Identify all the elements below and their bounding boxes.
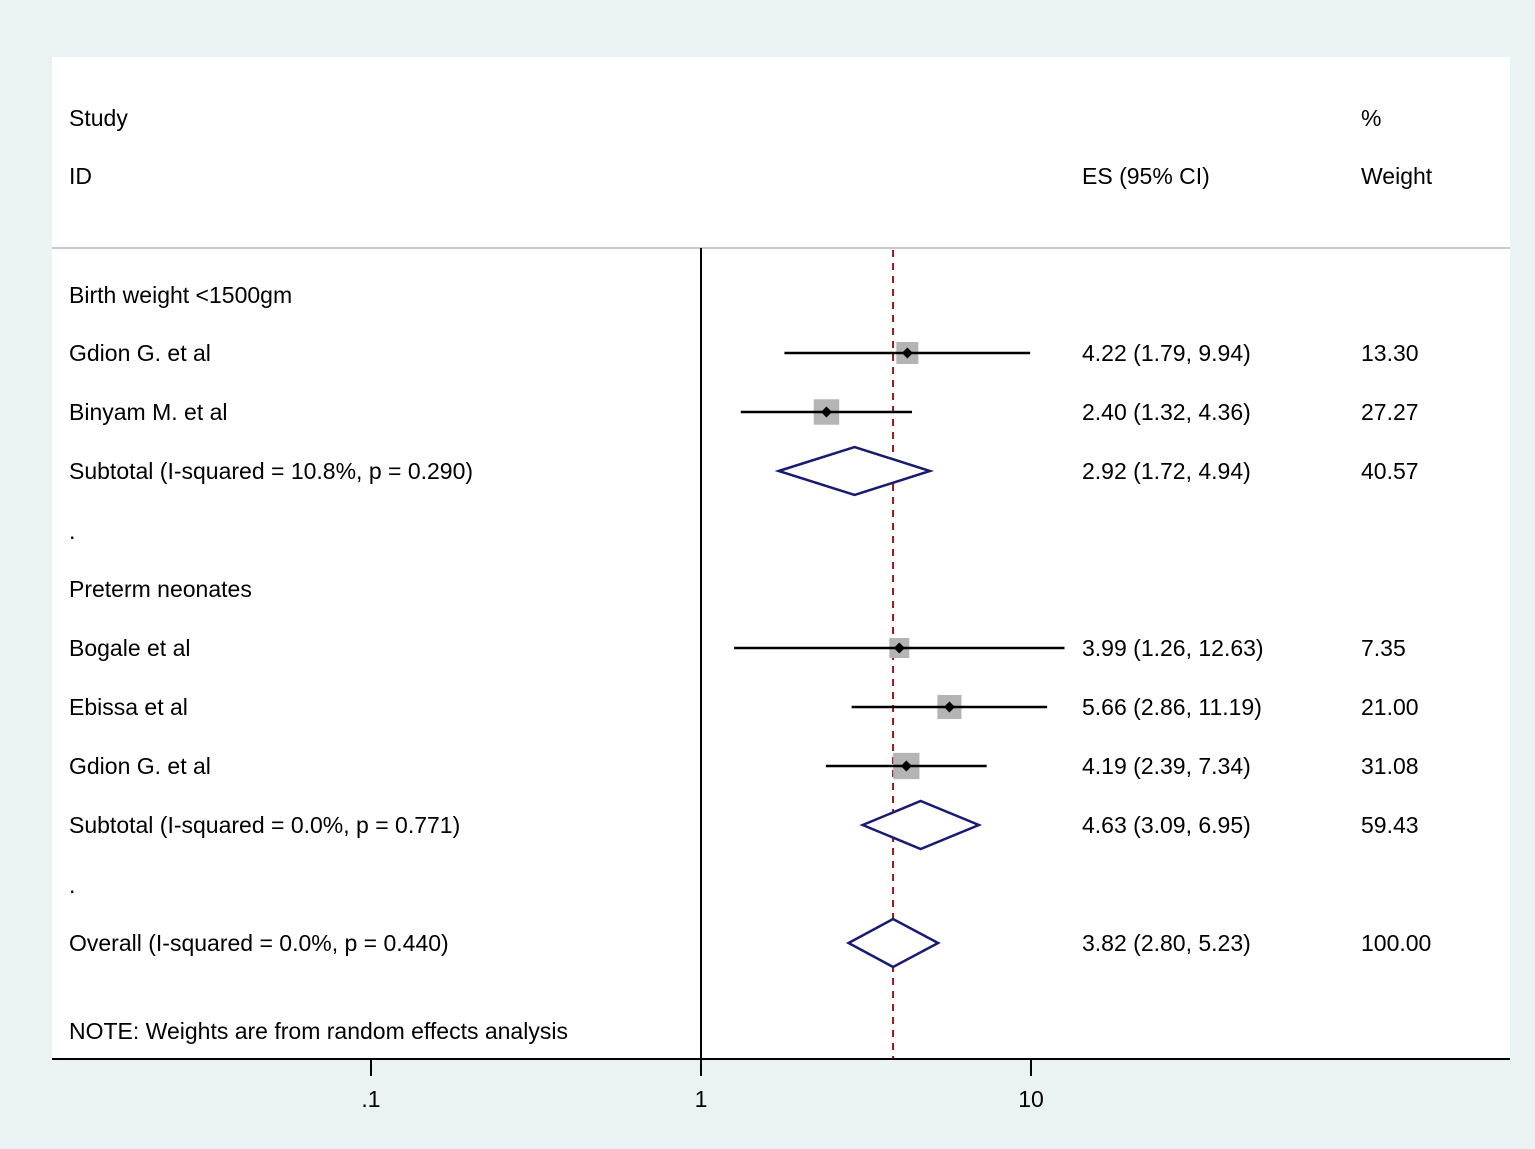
forest-row-study: Gdion G. et al 4.22 (1.79, 9.94) 13.30 <box>69 340 1419 366</box>
es-ci-value: 4.19 (2.39, 7.34) <box>1082 753 1251 779</box>
weight-value: 59.43 <box>1361 812 1419 838</box>
row-label: Overall (I-squared = 0.0%, p = 0.440) <box>69 930 449 956</box>
es-ci-value: 4.63 (3.09, 6.95) <box>1082 812 1251 838</box>
forest-row-overall: Overall (I-squared = 0.0%, p = 0.440) 3.8… <box>69 917 1431 969</box>
header-weight-percent: % <box>1361 105 1381 131</box>
forest-row-study: Binyam M. et al 2.40 (1.32, 4.36) 27.27 <box>69 399 1419 425</box>
row-label: Subtotal (I-squared = 10.8%, p = 0.290) <box>69 458 473 484</box>
x-axis-ticks: .1 1 10 <box>361 1059 1044 1112</box>
weight-value: 31.08 <box>1361 753 1419 779</box>
point-estimate <box>900 760 912 772</box>
weight-value: 7.35 <box>1361 635 1406 661</box>
plot-area <box>52 57 1510 1059</box>
row-label: . <box>69 518 75 544</box>
es-ci-value: 3.99 (1.26, 12.63) <box>1082 635 1264 661</box>
es-ci-value: 2.40 (1.32, 4.36) <box>1082 399 1251 425</box>
forest-row-group: Preterm neonates <box>69 576 252 602</box>
weight-value: 13.30 <box>1361 340 1419 366</box>
weight-value: 27.27 <box>1361 399 1419 425</box>
row-label: Gdion G. et al <box>69 340 211 366</box>
row-label: Gdion G. et al <box>69 753 211 779</box>
x-tick-label: 10 <box>1018 1086 1044 1112</box>
weight-value: 100.00 <box>1361 930 1431 956</box>
row-label: Binyam M. et al <box>69 399 228 425</box>
pooled-diamond <box>774 445 935 497</box>
es-ci-value: 2.92 (1.72, 4.94) <box>1082 458 1251 484</box>
forest-row-study: Gdion G. et al 4.19 (2.39, 7.34) 31.08 <box>69 752 1419 780</box>
es-ci-value: 4.22 (1.79, 9.94) <box>1082 340 1251 366</box>
row-label: . <box>69 872 75 898</box>
weight-value: 40.57 <box>1361 458 1419 484</box>
forest-rows: Birth weight <1500gm Gdion G. et al 4.22 (… <box>69 282 1431 969</box>
row-label: Bogale et al <box>69 635 190 661</box>
forest-row-group: Birth weight <1500gm <box>69 282 292 308</box>
forest-row-spacer: . <box>69 518 75 544</box>
header-es: ES (95% CI) <box>1082 163 1210 189</box>
row-label: Subtotal (I-squared = 0.0%, p = 0.771) <box>69 812 460 838</box>
es-ci-value: 3.82 (2.80, 5.23) <box>1082 930 1251 956</box>
forest-row-study: Ebissa et al 5.66 (2.86, 11.19) 21.00 <box>69 694 1419 720</box>
point-estimate <box>893 642 905 654</box>
point-estimate <box>901 347 913 359</box>
forest-row-spacer: . <box>69 872 75 898</box>
header-study: Study <box>69 105 128 131</box>
pooled-diamond <box>859 799 983 851</box>
header-weight: Weight <box>1361 163 1433 189</box>
weights-note: NOTE: Weights are from random effects an… <box>69 1018 568 1044</box>
pooled-diamond <box>845 917 941 969</box>
es-ci-value: 5.66 (2.86, 11.19) <box>1082 694 1262 720</box>
weight-value: 21.00 <box>1361 694 1419 720</box>
row-label: Ebissa et al <box>69 694 188 720</box>
x-tick-label: 1 <box>695 1086 708 1112</box>
row-label: Birth weight <1500gm <box>69 282 292 308</box>
point-estimate <box>943 701 955 713</box>
row-label: Preterm neonates <box>69 576 252 602</box>
point-estimate <box>820 406 832 418</box>
header-id: ID <box>69 163 92 189</box>
forest-row-study: Bogale et al 3.99 (1.26, 12.63) 7.35 <box>69 635 1406 661</box>
forest-row-subtotal: Subtotal (I-squared = 0.0%, p = 0.771) 4.… <box>69 799 1419 851</box>
forest-row-subtotal: Subtotal (I-squared = 10.8%, p = 0.290) 2… <box>69 445 1419 497</box>
x-tick-label: .1 <box>361 1086 380 1112</box>
